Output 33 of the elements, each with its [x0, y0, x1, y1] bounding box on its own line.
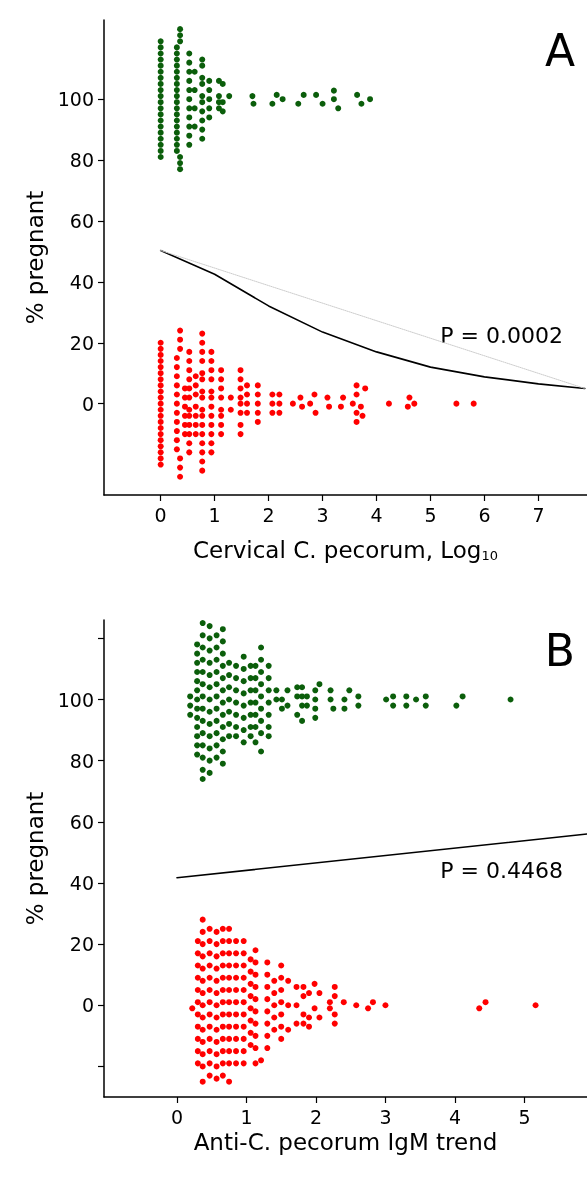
- y-tick-label: 100: [57, 88, 94, 111]
- x-tick-label: 6: [478, 503, 491, 526]
- annotation: P = 0.4468: [440, 857, 564, 883]
- x-tick-label: 5: [518, 1105, 531, 1128]
- x-tick-label: 0: [170, 1105, 184, 1128]
- x-tick-label: 7: [532, 503, 545, 526]
- x-tick-label: 1: [208, 503, 221, 526]
- y-axis-title: % pregnant: [22, 791, 49, 926]
- y-tick-label: 0: [81, 994, 94, 1017]
- annotation: P = 0.0002: [440, 322, 564, 348]
- x-tick-label: 3: [316, 503, 329, 526]
- x-tick-label: 0: [154, 503, 167, 526]
- y-tick-label: 40: [69, 270, 94, 293]
- y-tick-label: 20: [69, 331, 94, 354]
- annotation: B: [544, 624, 575, 676]
- x-axis-title: Anti-C. pecorum IgM trend: [193, 1129, 498, 1156]
- x-tick-label: 3: [379, 1105, 392, 1128]
- x-tick-label: 2: [262, 503, 275, 526]
- x-tick-label: 1: [240, 1105, 253, 1128]
- y-tick-label: 60: [69, 810, 94, 833]
- y-tick-label: 80: [69, 749, 94, 772]
- y-tick-label: 80: [69, 149, 94, 172]
- y-tick-label: 40: [69, 871, 94, 894]
- x-tick-label: 4: [370, 503, 383, 526]
- y-tick-label: 20: [69, 933, 94, 956]
- x-tick-label: 5: [424, 503, 437, 526]
- x-tick-label: 4: [448, 1105, 461, 1128]
- x-tick-label: 2: [309, 1105, 323, 1128]
- y-axis-title: % pregnant: [22, 190, 49, 325]
- y-tick-label: 60: [69, 209, 94, 232]
- y-tick-label: 0: [81, 392, 94, 415]
- y-tick-label: 100: [57, 688, 94, 711]
- annotation: A: [544, 24, 576, 76]
